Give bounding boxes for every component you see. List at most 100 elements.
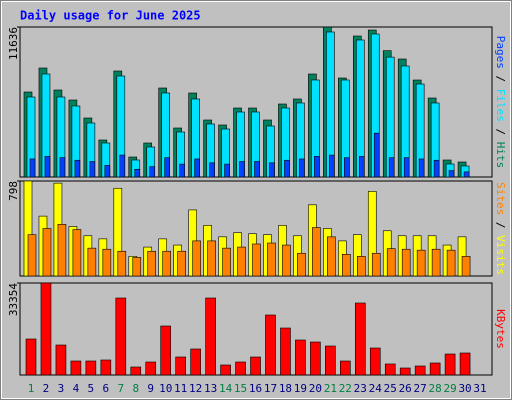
x-tick-label: 21 <box>324 382 337 395</box>
x-tick-label: 1 <box>28 382 35 395</box>
bar <box>461 256 471 277</box>
bar <box>344 157 350 178</box>
x-tick-label: 30 <box>458 382 471 395</box>
bar <box>403 157 410 178</box>
x-tick-label: 9 <box>147 382 154 395</box>
bar <box>237 246 246 277</box>
legend-separator: / <box>494 215 507 235</box>
y-tick-label: 11636 <box>7 27 20 60</box>
bar <box>459 352 471 376</box>
bar <box>282 244 291 277</box>
bar <box>327 236 336 277</box>
x-tick-label: 15 <box>234 382 247 395</box>
bar <box>295 339 306 376</box>
x-tick-label: 7 <box>117 382 124 395</box>
bar <box>448 170 455 178</box>
y-tick-label: 33354 <box>7 283 20 316</box>
bar <box>386 248 396 277</box>
bar <box>74 159 81 178</box>
bar <box>117 250 127 277</box>
bar <box>280 327 291 376</box>
bar <box>371 252 381 277</box>
bar <box>190 348 201 376</box>
x-tick-label: 28 <box>429 382 442 395</box>
bar <box>314 156 320 178</box>
bar <box>384 363 396 376</box>
bar <box>87 247 97 277</box>
x-tick-label: 2 <box>43 382 50 395</box>
bar <box>57 224 67 277</box>
legend-entry: Hits <box>494 142 507 169</box>
bar <box>463 171 470 178</box>
legend-entry: Sites <box>494 182 507 215</box>
bar <box>250 356 261 376</box>
bar <box>297 252 306 277</box>
bar <box>446 249 456 277</box>
bar <box>224 163 230 178</box>
x-tick-label: 13 <box>204 382 217 395</box>
bar <box>325 345 336 376</box>
bar <box>207 240 216 277</box>
bar <box>329 154 335 178</box>
bar <box>134 168 141 178</box>
x-tick-label: 29 <box>443 382 456 395</box>
bar <box>164 157 171 178</box>
bar <box>429 362 441 376</box>
bar <box>72 229 82 277</box>
bar <box>44 156 51 178</box>
legend: Pages / Files / Hits <box>494 36 507 169</box>
bar <box>354 302 366 376</box>
legend-separator: / <box>494 69 507 89</box>
bar <box>29 158 36 178</box>
bar <box>175 356 186 376</box>
bar <box>369 347 381 376</box>
legend: Sites / Visits <box>494 182 507 275</box>
bar <box>416 249 426 277</box>
bar <box>284 159 290 178</box>
x-tick-label: 24 <box>369 382 383 395</box>
bar <box>85 360 97 376</box>
chart-title: Daily usage for June 2025 <box>20 9 201 23</box>
x-tick-label: 23 <box>354 382 367 395</box>
x-tick-label: 14 <box>219 382 233 395</box>
legend-entry: Visits <box>494 235 507 275</box>
bar <box>177 250 186 277</box>
bar <box>115 297 127 376</box>
bar <box>401 248 411 277</box>
bar <box>340 360 351 376</box>
bar <box>89 161 96 178</box>
bar <box>209 162 215 178</box>
x-tick-label: 6 <box>103 382 110 395</box>
bar <box>40 282 52 376</box>
x-tick-label: 10 <box>159 382 172 395</box>
y-tick-label: 798 <box>7 181 20 201</box>
x-tick-label: 18 <box>279 382 292 395</box>
bar <box>119 154 126 178</box>
x-tick-label: 12 <box>189 382 202 395</box>
bar <box>222 247 231 277</box>
x-tick-label: 16 <box>249 382 262 395</box>
x-tick-label: 17 <box>264 382 277 395</box>
bar <box>373 132 380 178</box>
bar <box>149 166 156 178</box>
bar <box>356 256 366 277</box>
bar <box>399 367 411 376</box>
legend-entry: Files <box>494 89 507 122</box>
x-tick-label: 3 <box>58 382 65 395</box>
bar <box>42 228 52 277</box>
bar <box>70 360 82 376</box>
x-tick-label: 8 <box>132 382 139 395</box>
bar <box>147 250 157 277</box>
bar <box>388 157 395 178</box>
x-tick-label: 4 <box>73 382 80 395</box>
bar <box>205 297 216 376</box>
x-tick-label: 11 <box>174 382 187 395</box>
bar <box>235 361 246 376</box>
bar <box>269 162 275 178</box>
bar <box>194 158 200 178</box>
bar <box>418 158 425 178</box>
bar <box>299 158 305 178</box>
bar <box>267 242 276 277</box>
x-tick-label: 25 <box>384 382 397 395</box>
